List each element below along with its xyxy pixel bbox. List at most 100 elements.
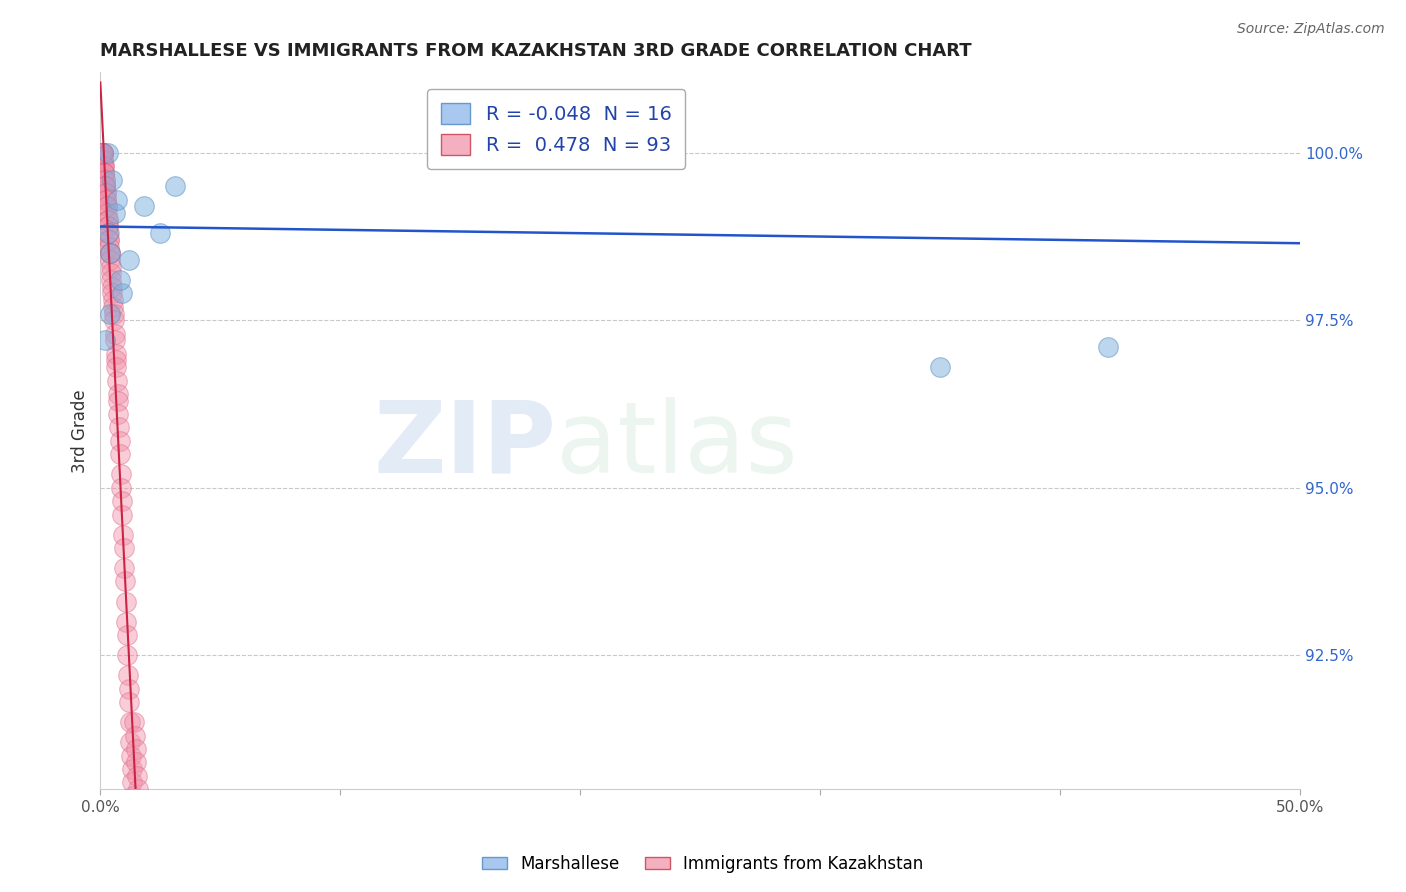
Point [91, 145, 114, 160]
Point [115, 628, 138, 642]
Point [91, 145, 114, 160]
Point [149, 226, 172, 240]
Point [127, 782, 149, 797]
Point [103, 300, 125, 314]
Text: ZIP: ZIP [374, 397, 557, 493]
Point [118, 681, 141, 696]
Point [121, 775, 143, 789]
Point [94, 179, 117, 194]
Point [90, 145, 112, 160]
Point [105, 360, 128, 375]
Point [98, 239, 121, 253]
Point [94, 334, 117, 348]
Point [118, 695, 141, 709]
Point [107, 387, 129, 401]
Point [112, 561, 135, 575]
Point [108, 420, 131, 434]
Point [94, 186, 117, 200]
Point [122, 815, 145, 830]
Point [104, 326, 127, 341]
Point [105, 193, 128, 207]
Point [115, 648, 138, 663]
Point [98, 307, 121, 321]
Point [96, 145, 118, 160]
Point [91, 145, 114, 160]
Point [103, 313, 125, 327]
Point [120, 748, 142, 763]
Point [108, 273, 131, 287]
Point [104, 206, 127, 220]
Point [112, 527, 135, 541]
Point [98, 233, 121, 247]
Legend: R = -0.048  N = 16, R =  0.478  N = 93: R = -0.048 N = 16, R = 0.478 N = 93 [427, 89, 685, 169]
Point [111, 286, 134, 301]
Point [97, 226, 120, 240]
Point [97, 219, 120, 234]
Point [121, 789, 143, 803]
Point [111, 494, 134, 508]
Point [101, 286, 124, 301]
Point [121, 762, 143, 776]
Point [93, 172, 115, 186]
Point [91, 145, 114, 160]
Point [112, 541, 135, 555]
Point [98, 233, 121, 247]
Y-axis label: 3rd Grade: 3rd Grade [72, 389, 89, 473]
Point [96, 199, 118, 213]
Point [118, 715, 141, 730]
Point [96, 212, 118, 227]
Point [97, 212, 120, 227]
Point [91, 145, 114, 160]
Point [118, 252, 141, 267]
Point [111, 508, 134, 522]
Point [101, 293, 124, 308]
Point [96, 226, 118, 240]
Point [96, 199, 118, 213]
Point [100, 273, 122, 287]
Point [96, 206, 118, 220]
Point [105, 374, 128, 388]
Point [115, 615, 138, 629]
Point [125, 769, 148, 783]
Point [104, 334, 127, 348]
Point [96, 193, 118, 207]
Point [93, 159, 115, 173]
Point [101, 279, 124, 293]
Point [110, 467, 132, 482]
Point [91, 153, 114, 167]
Point [91, 153, 114, 167]
Point [100, 266, 122, 280]
Point [120, 735, 142, 749]
Point [98, 246, 121, 260]
Text: MARSHALLESE VS IMMIGRANTS FROM KAZAKHSTAN 3RD GRADE CORRELATION CHART: MARSHALLESE VS IMMIGRANTS FROM KAZAKHSTA… [100, 42, 972, 60]
Point [94, 186, 117, 200]
Point [104, 353, 127, 368]
Point [108, 434, 131, 448]
Point [114, 594, 136, 608]
Point [1097, 340, 1119, 354]
Point [93, 159, 115, 173]
Legend: Marshallese, Immigrants from Kazakhstan: Marshallese, Immigrants from Kazakhstan [475, 848, 931, 880]
Point [94, 193, 117, 207]
Point [94, 179, 117, 194]
Point [107, 407, 129, 421]
Point [114, 574, 136, 589]
Point [91, 145, 114, 160]
Point [122, 802, 145, 816]
Point [90, 145, 112, 160]
Point [124, 715, 146, 730]
Point [117, 668, 139, 682]
Point [91, 145, 114, 160]
Point [98, 246, 121, 260]
Point [97, 219, 120, 234]
Point [93, 166, 115, 180]
Point [104, 347, 127, 361]
Point [101, 172, 124, 186]
Point [98, 246, 121, 260]
Point [93, 166, 115, 180]
Point [125, 742, 148, 756]
Point [107, 393, 129, 408]
Text: atlas: atlas [557, 397, 797, 493]
Point [94, 179, 117, 194]
Point [100, 252, 122, 267]
